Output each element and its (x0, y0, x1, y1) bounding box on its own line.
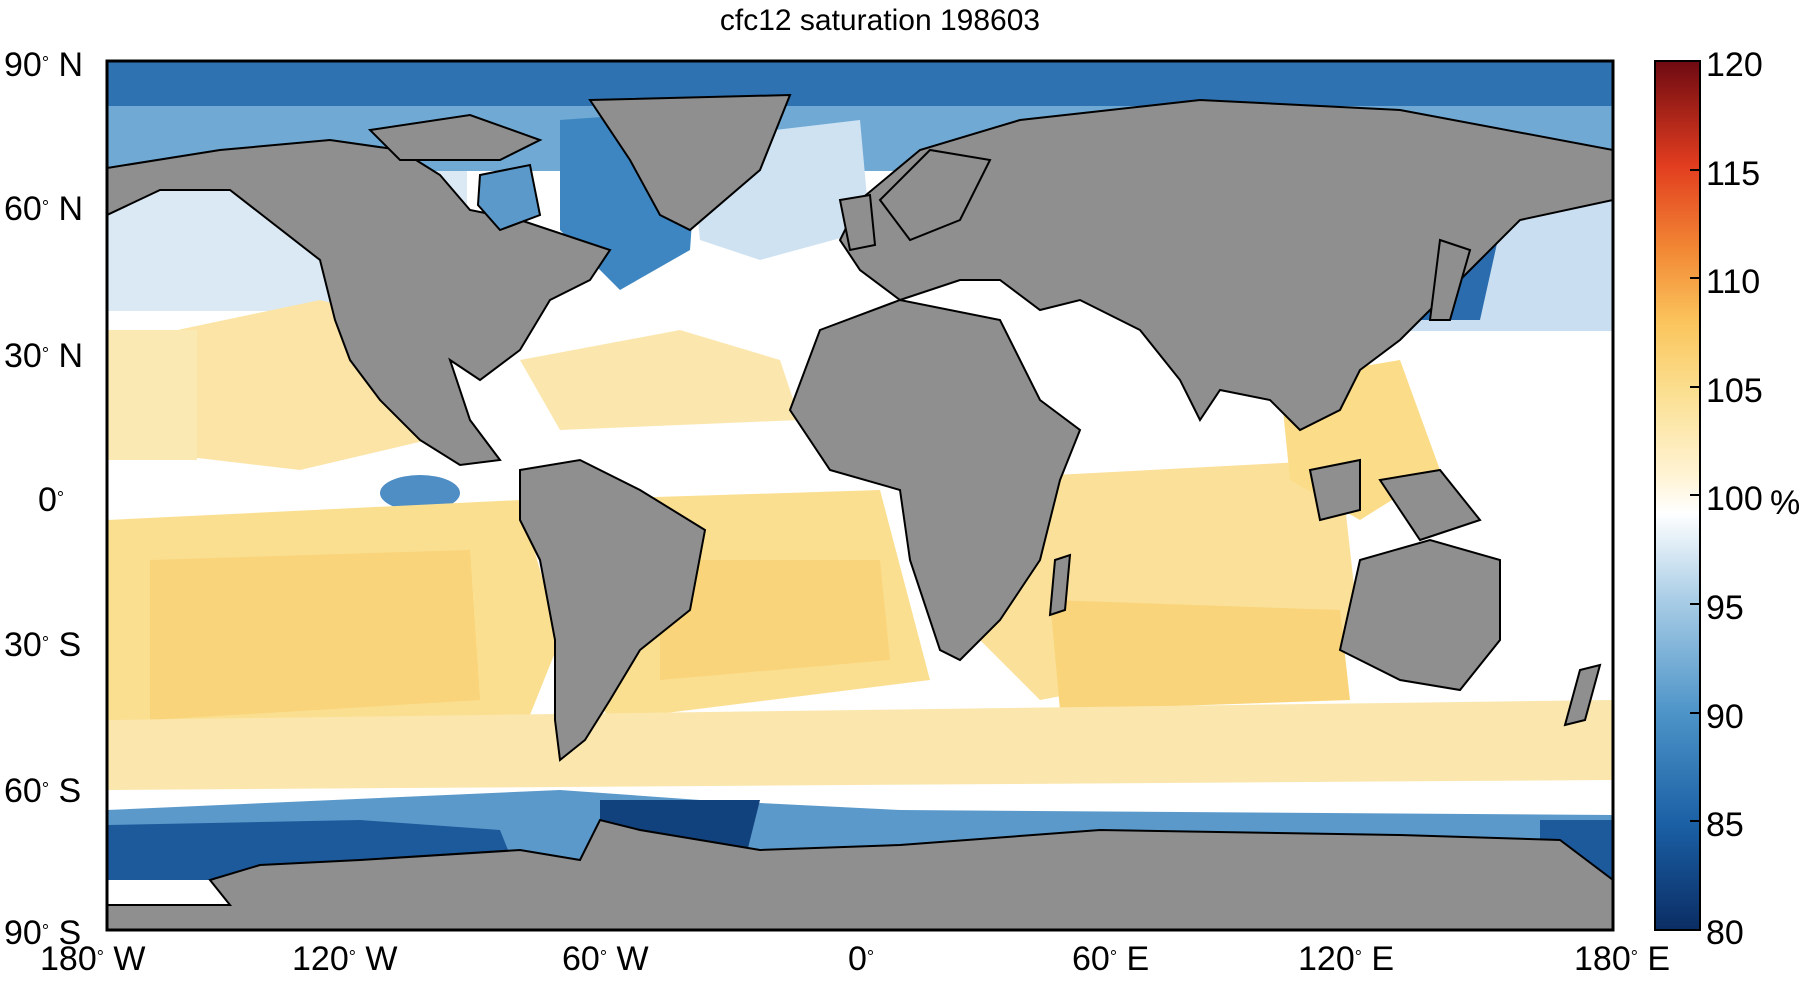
y-tick-30s: 30° S (4, 626, 82, 664)
map-frame (105, 59, 1615, 932)
colorbar-label-90: 90 (1706, 698, 1744, 736)
y-tick-90n: 90° N (4, 46, 84, 84)
x-tick-60w: 60° W (562, 940, 649, 978)
x-tick-60e: 60° E (1072, 940, 1150, 978)
y-tick-90s: 90° S (4, 914, 82, 952)
map-title: cfc12 saturation 198603 (719, 4, 1041, 37)
colorbar-label-100: 100 (1706, 480, 1763, 518)
colorbar-label-120: 120 (1706, 46, 1763, 84)
colorbar-unit: % (1770, 484, 1801, 522)
colorbar-label-115: 115 (1706, 155, 1761, 193)
y-tick-60n: 60° N (4, 190, 84, 228)
antarctica (107, 818, 1613, 930)
colorbar-label-105: 105 (1706, 372, 1763, 410)
x-tick-120e: 120° E (1298, 940, 1395, 978)
x-tick-0: 0° (848, 940, 875, 978)
colorbar-label-80: 80 (1706, 914, 1744, 952)
eurasia (838, 98, 1613, 432)
colorbar-label-110: 110 (1706, 263, 1761, 301)
land-masses (107, 93, 1613, 930)
x-tick-120w: 120° W (292, 940, 398, 978)
y-tick-0: 0° (38, 481, 65, 519)
greenland (588, 93, 792, 232)
y-tick-60s: 60° S (4, 772, 82, 810)
x-tick-180e: 180° E (1574, 940, 1671, 978)
y-tick-30n: 30° N (4, 337, 84, 375)
north-america (107, 138, 612, 467)
colorbar-tick-marks (1690, 60, 1700, 822)
south-america (519, 458, 707, 762)
africa (788, 298, 1082, 662)
colorbar-label-85: 85 (1706, 806, 1744, 844)
ocean-field (107, 61, 1613, 930)
australia (1338, 538, 1501, 692)
x-tick-180w: 180° W (40, 940, 146, 978)
colorbar-label-95: 95 (1706, 589, 1744, 627)
